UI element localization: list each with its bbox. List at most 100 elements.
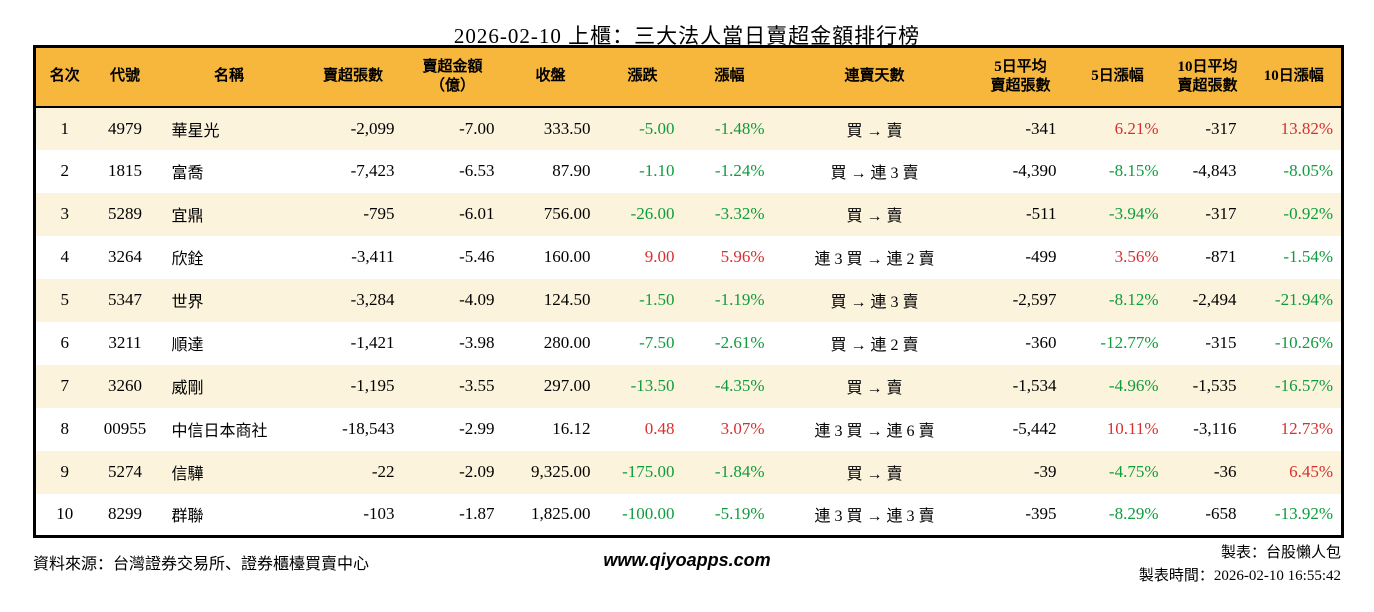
column-header-avg10: 10日平均 賣超張數	[1168, 46, 1247, 108]
footer: 資料來源：台灣證券交易所、證券櫃檯買賣中心 www.qiyoapps.com 製…	[33, 538, 1341, 593]
cell-avg5: -4,390	[1012, 161, 1057, 180]
column-header-streak: 連賣天數	[774, 46, 975, 108]
cell-name: 信驊	[171, 466, 204, 483]
cell-change: 9.00	[644, 247, 675, 266]
data-source-note: 資料來源：台灣證券交易所、證券櫃檯買賣中心	[33, 556, 370, 573]
cell-sell-shares: -1,421	[350, 333, 395, 352]
column-header-change: 漲跌	[600, 46, 685, 108]
cell-close: 1,825.00	[531, 504, 591, 524]
cell-pct10: -8.05%	[1283, 161, 1333, 180]
cell-avg10: -315	[1205, 333, 1237, 352]
cell-rank: 8	[60, 419, 70, 438]
cell-streak: 連 3 買 → 連 2 賣	[814, 251, 935, 268]
cell-sell-amount: -6.53	[459, 161, 495, 180]
cell-rank: 9	[60, 462, 70, 481]
cell-change-pct: -4.35%	[714, 376, 765, 395]
cell-rank: 1	[60, 118, 70, 138]
cell-close: 297.00	[543, 376, 591, 395]
cell-code: 3260	[108, 376, 142, 395]
cell-pct10: 12.73%	[1280, 419, 1333, 438]
table-row: 2 1815 富喬 -7,423 -6.53 87.90 -1.10 -1.24…	[35, 150, 1343, 193]
cell-avg10: -317	[1205, 204, 1237, 223]
cell-sell-shares: -103	[363, 504, 395, 524]
cell-sell-amount: -4.09	[459, 290, 495, 309]
cell-pct10: -16.57%	[1274, 376, 1333, 395]
cell-rank: 7	[60, 376, 70, 395]
report-timestamp: 製表時間：2026-02-10 16:55:42	[1138, 568, 1341, 585]
cell-close: 756.00	[543, 204, 591, 223]
cell-avg5: -5,442	[1012, 419, 1057, 438]
cell-change-pct: -5.19%	[714, 504, 765, 524]
cell-change-pct: -2.61%	[714, 333, 765, 352]
table-row: 7 3260 威剛 -1,195 -3.55 297.00 -13.50 -4.…	[34, 364, 1343, 408]
column-header-pct5: 5日漲幅	[1066, 46, 1169, 108]
cell-change-pct: 5.96%	[720, 247, 765, 266]
table-row: 6 3211 順達 -1,421 -3.98 280.00 -7.50 -2.6…	[35, 322, 1343, 365]
cell-avg10: -317	[1205, 118, 1237, 138]
cell-close: 9,325.00	[531, 462, 591, 481]
cell-code: 00955	[103, 419, 147, 438]
cell-change-pct: -1.19%	[714, 290, 765, 309]
cell-name: 中信日本商社	[171, 423, 268, 440]
cell-sell-shares: -1,195	[350, 376, 395, 395]
cell-avg10: -1,535	[1192, 376, 1237, 395]
cell-sell-shares: -18,543	[342, 419, 395, 438]
cell-streak: 買 → 賣	[846, 122, 903, 140]
cell-avg10: -658	[1205, 504, 1237, 524]
cell-avg5: -1,534	[1012, 376, 1057, 395]
cell-avg5: -511	[1025, 204, 1057, 223]
cell-avg5: -2,597	[1012, 290, 1057, 309]
cell-name: 宜鼎	[171, 208, 204, 225]
cell-name: 欣銓	[171, 251, 204, 268]
cell-pct5: -8.12%	[1108, 290, 1159, 309]
cell-avg10: -871	[1205, 247, 1237, 266]
cell-change: -175.00	[622, 462, 675, 481]
cell-streak: 買 → 連 3 賣	[830, 165, 919, 182]
cell-pct5: -8.29%	[1108, 504, 1159, 524]
cell-change: -1.10	[639, 161, 675, 180]
cell-pct10: -10.26%	[1274, 333, 1333, 352]
cell-avg10: -3,116	[1193, 419, 1237, 438]
column-header-close: 收盤	[500, 46, 601, 108]
ranking-table: 名次 代號 名稱 賣超張數 賣超金額 （億） 收盤 漲跌 漲幅 連賣天數 5日平…	[33, 45, 1344, 538]
column-header-avg5: 5日平均 賣超張數	[974, 46, 1067, 108]
cell-name: 順達	[171, 337, 204, 354]
column-header-sell-shares: 賣超張數	[301, 46, 405, 108]
table-row: 3 5289 宜鼎 -795 -6.01 756.00 -26.00 -3.32…	[34, 192, 1343, 236]
column-header-pct10: 10日漲幅	[1246, 46, 1343, 108]
cell-code: 5289	[108, 204, 142, 223]
cell-name: 威剛	[171, 380, 204, 397]
cell-sell-shares: -22	[371, 462, 395, 481]
cell-change-pct: -1.24%	[714, 161, 765, 180]
cell-change: -13.50	[630, 376, 675, 395]
cell-avg5: -39	[1033, 462, 1057, 481]
cell-code: 8299	[108, 504, 142, 524]
cell-pct5: -4.75%	[1108, 462, 1159, 481]
cell-pct5: 3.56%	[1114, 247, 1159, 266]
cell-pct5: 10.11%	[1106, 419, 1159, 438]
cell-avg10: -36	[1213, 462, 1237, 481]
cell-sell-amount: -2.99	[459, 419, 495, 438]
cell-streak: 買 → 連 3 賣	[830, 294, 919, 311]
cell-code: 3211	[108, 333, 142, 352]
cell-rank: 5	[60, 290, 70, 309]
cell-change: -100.00	[622, 504, 675, 524]
cell-pct5: -3.94%	[1108, 204, 1159, 223]
cell-rank: 2	[60, 161, 70, 180]
cell-sell-shares: -2,099	[350, 118, 395, 138]
table-row: 8 00955 中信日本商社 -18,543 -2.99 16.12 0.48 …	[35, 408, 1343, 451]
cell-avg5: -341	[1025, 118, 1057, 138]
cell-code: 4979	[108, 118, 142, 138]
cell-pct10: -21.94%	[1274, 290, 1333, 309]
cell-streak: 買 → 賣	[846, 208, 903, 225]
cell-streak: 連 3 買 → 連 6 賣	[814, 423, 935, 440]
table-row: 10 8299 群聯 -103 -1.87 1,825.00 -100.00 -…	[35, 494, 1343, 537]
column-header-code: 代號	[93, 46, 157, 108]
cell-sell-amount: -3.55	[459, 376, 495, 395]
cell-pct5: -8.15%	[1108, 161, 1159, 180]
cell-sell-shares: -3,284	[350, 290, 395, 309]
cell-pct5: -4.96%	[1108, 376, 1159, 395]
table-body: 1 4979 華星光 -2,099 -7.00 333.50 -5.00 -1.…	[34, 106, 1343, 537]
table-row: 4 3264 欣銓 -3,411 -5.46 160.00 9.00 5.96%…	[35, 236, 1343, 279]
cell-pct10: -1.54%	[1283, 247, 1333, 266]
